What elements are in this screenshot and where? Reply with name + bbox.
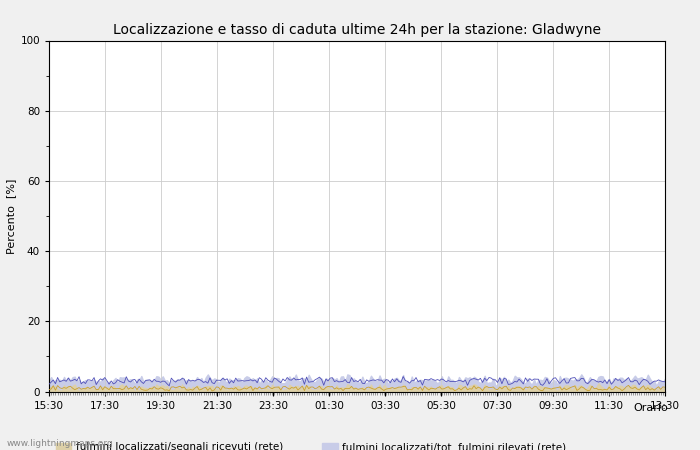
- Text: www.lightningmaps.org: www.lightningmaps.org: [7, 439, 113, 448]
- Title: Localizzazione e tasso di caduta ultime 24h per la stazione: Gladwyne: Localizzazione e tasso di caduta ultime …: [113, 22, 601, 36]
- Text: Orario: Orario: [634, 403, 668, 413]
- Y-axis label: Percento  [%]: Percento [%]: [6, 178, 16, 254]
- Legend: fulmini localizzati/segnali ricevuti (rete), fulmini localizzati/segnali ricevut: fulmini localizzati/segnali ricevuti (re…: [56, 442, 596, 450]
